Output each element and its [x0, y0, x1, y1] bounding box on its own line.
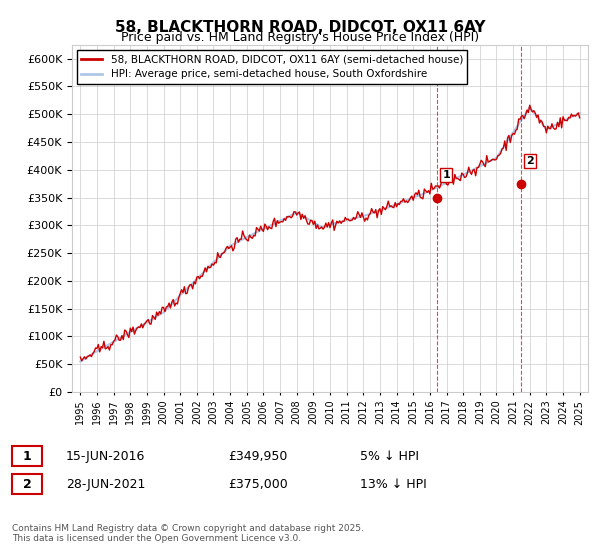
Text: 5% ↓ HPI: 5% ↓ HPI	[360, 450, 419, 463]
Text: Contains HM Land Registry data © Crown copyright and database right 2025.
This d: Contains HM Land Registry data © Crown c…	[12, 524, 364, 543]
Text: 2: 2	[526, 156, 534, 166]
Text: 58, BLACKTHORN ROAD, DIDCOT, OX11 6AY: 58, BLACKTHORN ROAD, DIDCOT, OX11 6AY	[115, 20, 485, 35]
Legend: 58, BLACKTHORN ROAD, DIDCOT, OX11 6AY (semi-detached house), HPI: Average price,: 58, BLACKTHORN ROAD, DIDCOT, OX11 6AY (s…	[77, 50, 467, 83]
Text: 13% ↓ HPI: 13% ↓ HPI	[360, 478, 427, 491]
Text: 28-JUN-2021: 28-JUN-2021	[66, 478, 145, 491]
Text: Price paid vs. HM Land Registry's House Price Index (HPI): Price paid vs. HM Land Registry's House …	[121, 31, 479, 44]
Text: £375,000: £375,000	[228, 478, 288, 491]
Text: 15-JUN-2016: 15-JUN-2016	[66, 450, 145, 463]
Text: 2: 2	[23, 478, 31, 491]
Text: £349,950: £349,950	[228, 450, 287, 463]
Text: 1: 1	[23, 450, 31, 463]
Text: 1: 1	[442, 170, 450, 180]
